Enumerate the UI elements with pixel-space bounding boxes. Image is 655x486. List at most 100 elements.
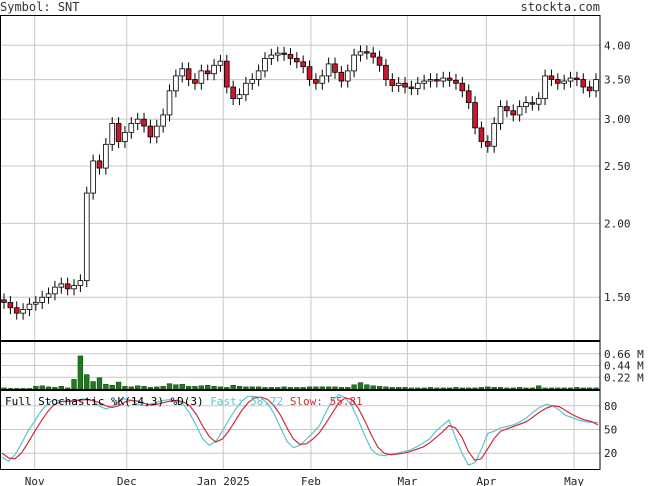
- volume-bar: [472, 387, 478, 390]
- candle-body: [255, 70, 262, 80]
- volume-bar: [345, 387, 351, 390]
- volume-bar: [434, 387, 440, 390]
- volume-bar: [192, 386, 198, 390]
- volume-bar: [115, 381, 122, 390]
- candle-body: [204, 70, 211, 75]
- candle-body: [529, 102, 536, 105]
- volume-bar: [593, 387, 599, 390]
- candle-body: [211, 64, 217, 75]
- x-tick-label: Mar: [397, 475, 417, 486]
- volume-bar: [415, 387, 421, 390]
- volume-bar: [135, 385, 141, 390]
- candle-body: [147, 125, 154, 138]
- volume-bar: [217, 386, 224, 390]
- candle-body: [459, 82, 466, 92]
- candle-body: [268, 54, 275, 59]
- candle-body: [593, 79, 599, 92]
- candle-body: [313, 79, 319, 84]
- volume-bar: [516, 387, 523, 390]
- candle-body: [103, 143, 109, 169]
- price-tick-label: 4.00: [604, 39, 631, 52]
- volume-bar: [364, 384, 370, 390]
- volume-bar: [357, 382, 364, 390]
- fast-label: Fast:: [210, 395, 244, 408]
- stochastic-legend: Full Stochastic %K(14,3) %D(3) Fast: 58.…: [5, 395, 363, 409]
- volume-bar: [574, 387, 580, 390]
- symbol-label: Symbol: SNT: [0, 0, 80, 14]
- candle-body: [90, 160, 96, 194]
- candle-body: [192, 79, 198, 84]
- volume-bar: [287, 387, 294, 390]
- volume-bar: [466, 387, 472, 390]
- candle-body: [542, 75, 548, 100]
- volume-bar: [421, 387, 427, 390]
- candle-body: [1, 299, 7, 303]
- volume-tick-label: 0.22 M: [604, 371, 644, 384]
- axis-labels: Nov Dec Jan 2025 Feb Mar Apr May 4.00 3.50 3.00 2.…: [25, 39, 644, 486]
- candle-body: [383, 64, 389, 80]
- candle-body: [523, 102, 529, 108]
- candle-body: [351, 54, 357, 72]
- volume-bar: [586, 387, 593, 390]
- volume-bar: [52, 387, 58, 390]
- volume-bar: [205, 385, 211, 390]
- volume-bar: [313, 386, 319, 390]
- candle-body: [344, 70, 351, 82]
- candle-body: [567, 77, 574, 82]
- volume-bar: [319, 386, 325, 390]
- volume-bar: [160, 386, 166, 390]
- candle-body: [287, 54, 294, 59]
- volume-bar: [491, 387, 497, 390]
- candle-body: [217, 60, 224, 66]
- candle-body: [166, 90, 173, 116]
- volume-bar: [109, 385, 115, 390]
- x-tick-label: Apr: [476, 475, 496, 486]
- slow-value: 55.81: [329, 395, 363, 408]
- candle-body: [465, 90, 472, 103]
- volume-bar: [453, 387, 459, 390]
- volume-bar: [211, 386, 217, 390]
- candle-body: [408, 86, 415, 89]
- volume-bars: [1, 355, 599, 390]
- candle-body: [153, 125, 160, 138]
- volume-bar: [478, 387, 485, 390]
- candle-body: [586, 86, 593, 92]
- candle-body: [109, 123, 116, 145]
- candle-body: [39, 296, 45, 303]
- candle-body: [122, 131, 128, 142]
- price-tick-label: 2.00: [604, 217, 631, 230]
- candle-body: [332, 63, 338, 73]
- candle-body: [262, 58, 268, 72]
- candle-body: [58, 283, 65, 288]
- volume-bar: [542, 387, 548, 390]
- volume-bar: [389, 387, 395, 390]
- candle-body: [319, 75, 326, 84]
- price-panel-frame: [0, 15, 601, 341]
- volume-bar: [103, 383, 109, 390]
- volume-bar: [268, 387, 275, 390]
- volume-bar: [1, 387, 7, 390]
- candle-body: [472, 102, 478, 129]
- volume-bar: [536, 385, 542, 390]
- volume-bar: [497, 387, 504, 390]
- volume-bar: [45, 386, 52, 390]
- candle-body: [510, 110, 517, 116]
- volume-bar: [567, 387, 574, 390]
- volume-bar: [523, 387, 529, 390]
- volume-bar: [198, 385, 204, 390]
- volume-bar: [351, 384, 357, 390]
- volume-bar: [77, 355, 84, 390]
- volume-tick-label: 0.44 M: [604, 360, 644, 373]
- volume-bar: [84, 374, 90, 390]
- candle-body: [160, 114, 166, 127]
- volume-bar: [402, 387, 408, 390]
- volume-bar: [179, 383, 185, 390]
- candle-body: [7, 302, 14, 309]
- volume-bar: [510, 387, 516, 390]
- x-tick-label: Jan 2025: [197, 475, 250, 486]
- candle-body: [427, 79, 434, 82]
- volume-bar: [39, 385, 45, 390]
- candle-body: [96, 160, 103, 169]
- candle-body: [421, 80, 427, 84]
